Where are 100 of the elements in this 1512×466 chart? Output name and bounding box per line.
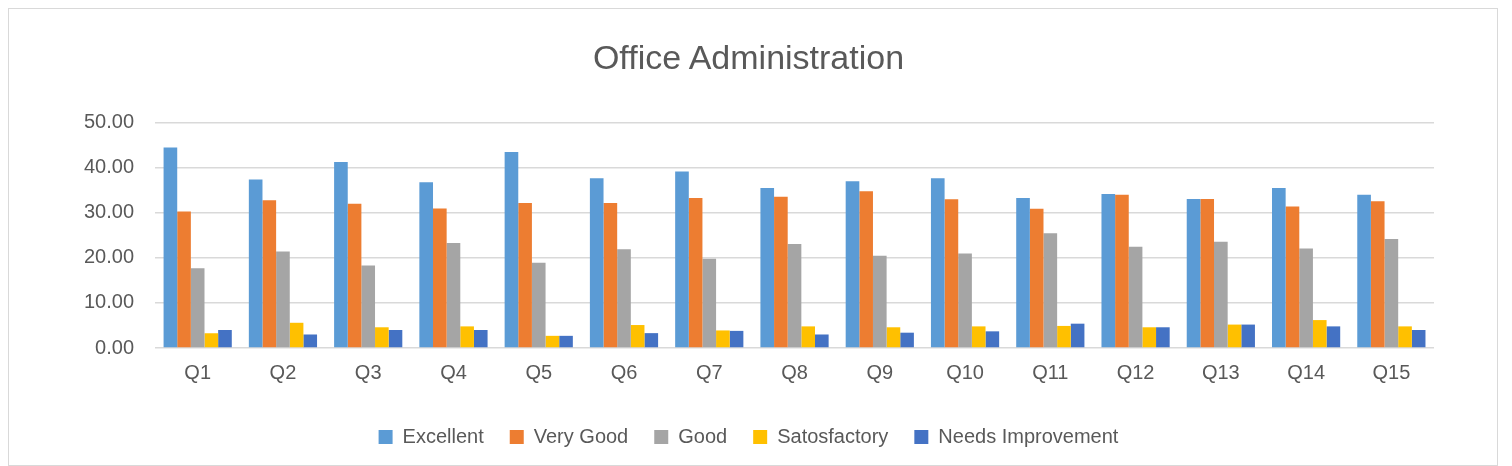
bar	[1411, 329, 1426, 348]
y-tick-label: 40.00	[83, 155, 135, 178]
x-tick-label: Q9	[866, 360, 894, 383]
bar	[1357, 194, 1371, 348]
bar	[1142, 327, 1157, 348]
bar	[1241, 324, 1255, 348]
bar	[814, 334, 829, 348]
bar	[559, 335, 573, 348]
bar	[1312, 320, 1327, 348]
bar	[589, 178, 604, 348]
bar	[760, 188, 775, 348]
bar	[702, 258, 717, 348]
x-tick-label: Q1	[184, 360, 212, 383]
bar	[1272, 188, 1286, 348]
bar	[460, 326, 474, 348]
bar	[1070, 323, 1085, 348]
bar	[545, 335, 560, 348]
bar	[716, 330, 730, 348]
bar	[1186, 198, 1201, 348]
bar	[276, 251, 290, 348]
x-tick-label: Q15	[1372, 360, 1411, 383]
bar	[388, 329, 403, 348]
legend-label: Satosfactory	[777, 424, 889, 447]
bar	[1128, 246, 1143, 348]
bar	[433, 208, 447, 348]
bar	[729, 330, 744, 348]
bar	[218, 329, 232, 348]
x-tick-label: Q12	[1116, 360, 1155, 383]
bar	[1043, 233, 1058, 348]
bar	[958, 253, 972, 348]
bar	[787, 243, 802, 348]
bar	[177, 211, 191, 348]
bar	[262, 200, 277, 348]
bar	[930, 178, 945, 348]
bar	[334, 161, 348, 348]
x-tick-label: Q3	[354, 360, 382, 383]
bar	[1227, 324, 1242, 348]
y-tick-label: 10.00	[83, 290, 135, 313]
x-tick-label: Q4	[440, 360, 467, 383]
bar	[801, 326, 815, 348]
bar	[163, 147, 178, 348]
bar	[1016, 198, 1030, 348]
bar	[1029, 208, 1044, 348]
bar	[1370, 201, 1385, 348]
x-tick-label: Q13	[1201, 360, 1240, 383]
bar	[347, 203, 362, 348]
bar	[1398, 326, 1412, 348]
bar	[1326, 326, 1341, 348]
bar	[1101, 193, 1116, 348]
bar	[886, 327, 901, 348]
bar	[774, 196, 788, 348]
x-tick-label: Q2	[269, 360, 297, 383]
bar	[1299, 248, 1313, 348]
y-tick-label: 30.00	[83, 200, 135, 223]
y-tick-label: 50.00	[83, 110, 135, 133]
bar	[1285, 206, 1300, 348]
legend-label: Good	[678, 424, 728, 447]
y-tick-label: 0.00	[95, 335, 135, 358]
legend-label: Very Good	[533, 424, 629, 447]
x-tick-label: Q14	[1287, 360, 1326, 383]
bar	[630, 325, 645, 348]
x-tick-label: Q8	[781, 360, 808, 383]
bar	[446, 243, 461, 348]
bar	[289, 322, 304, 348]
bar	[675, 171, 689, 348]
bar	[473, 329, 488, 348]
y-tick-label: 20.00	[83, 245, 135, 268]
bar	[1115, 194, 1129, 348]
bar	[531, 262, 546, 348]
bar	[617, 249, 631, 348]
bar	[1214, 241, 1228, 348]
x-tick-label: Q5	[525, 360, 553, 383]
bar	[944, 199, 959, 348]
bar	[248, 179, 263, 348]
bar	[1057, 325, 1071, 348]
legend-label: Needs Improvement	[938, 424, 1119, 447]
legend-label: Excellent	[402, 424, 485, 447]
x-tick-label: Q11	[1032, 360, 1069, 383]
bar	[1384, 239, 1399, 348]
bar	[900, 332, 914, 348]
x-tick-label: Q6	[610, 360, 638, 383]
bar	[419, 182, 434, 348]
bar	[688, 198, 703, 348]
bar	[1200, 198, 1215, 348]
bar	[603, 202, 618, 348]
x-tick-label: Q7	[695, 360, 723, 383]
bar	[303, 334, 318, 348]
bar	[859, 191, 873, 348]
bar	[190, 268, 205, 348]
bar	[971, 326, 986, 348]
bar	[504, 152, 519, 348]
bar	[375, 327, 389, 348]
x-tick-label: Q10	[946, 360, 984, 383]
bar	[204, 333, 219, 348]
bar	[1156, 327, 1170, 348]
bar	[845, 181, 860, 348]
bar	[985, 331, 1000, 348]
bar	[644, 333, 659, 348]
chart-title: Office Administration	[592, 37, 905, 76]
bar	[518, 202, 532, 348]
